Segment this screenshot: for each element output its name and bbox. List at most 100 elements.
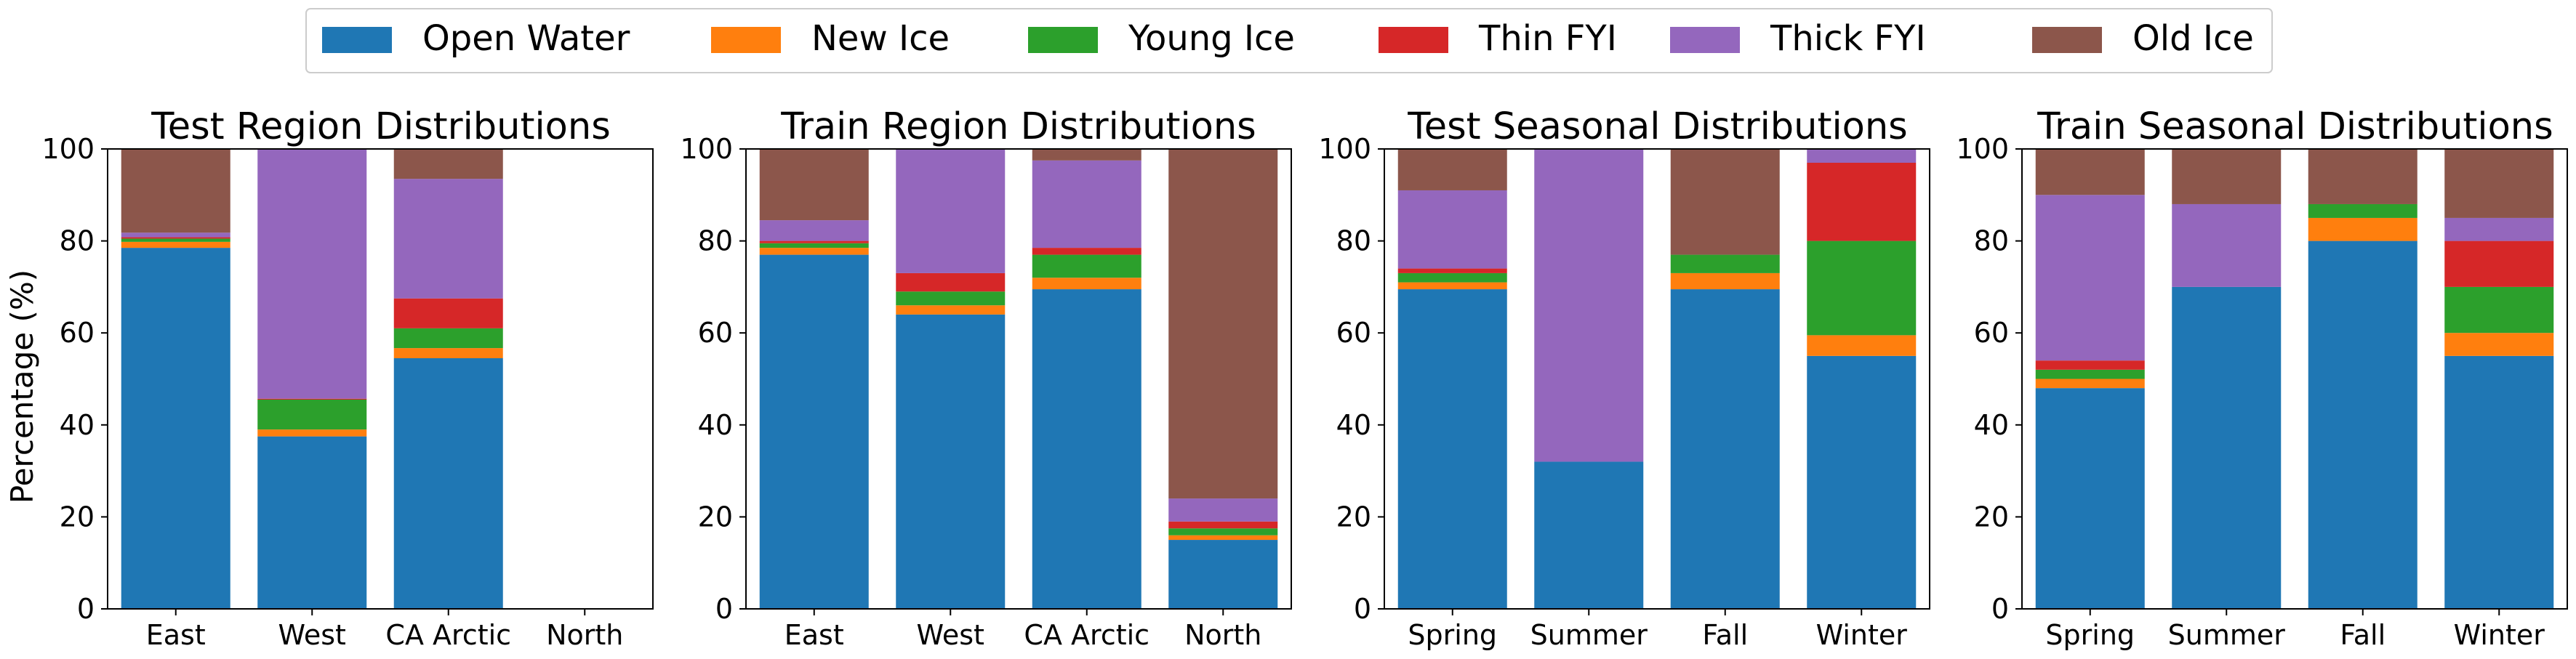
y-tick-label-80: 80 (1336, 225, 1371, 257)
bar-east-young-ice (759, 243, 869, 248)
bar-fall-young-ice (1670, 254, 1780, 273)
x-tick-label-fall: Fall (2340, 619, 2386, 651)
bar-summer-open-water (1534, 461, 1644, 609)
bar-spring-old-ice (2035, 149, 2145, 195)
bar-west-new-ice (896, 305, 1006, 315)
y-tick-label-100: 100 (1956, 133, 2009, 165)
x-tick-label-winter: Winter (1816, 619, 1908, 651)
legend-label-old-ice: Old Ice (2132, 18, 2254, 59)
bar-ca-arctic-open-water (393, 358, 503, 609)
bar-west-young-ice (896, 291, 1006, 306)
bar-spring-new-ice (2035, 379, 2145, 389)
y-tick-label-100: 100 (41, 133, 95, 165)
panel-test-region: Test Region Distributions East West CA Arc… (41, 105, 654, 651)
bar-winter-new-ice (1807, 335, 1917, 356)
y-tick-label-0: 0 (1991, 593, 2009, 625)
legend-swatch-open-water (322, 27, 392, 53)
bars (1397, 149, 1917, 609)
panel-title: Train Region Distributions (780, 105, 1256, 148)
bar-winter-young-ice (2444, 286, 2554, 333)
y-tick-label-20: 20 (1336, 501, 1371, 533)
x-tick-label-west: West (917, 619, 984, 651)
y-tick-label-60: 60 (698, 317, 733, 349)
y-tick-label-80: 80 (60, 225, 95, 257)
bar-west-new-ice (257, 429, 367, 437)
bar-ca-arctic-thin-fyi (1032, 248, 1141, 255)
bar-fall-open-water (1670, 289, 1780, 609)
x-tick-label-summer: Summer (2168, 619, 2286, 651)
bar-ca-arctic-thick-fyi (1032, 160, 1141, 248)
y-tick-label-100: 100 (1318, 133, 1371, 165)
bar-west-open-water (896, 314, 1006, 609)
bar-fall-new-ice (1670, 272, 1780, 290)
bar-north-new-ice (1168, 535, 1278, 541)
bar-spring-old-ice (1397, 149, 1507, 190)
y-tick-label-20: 20 (60, 501, 95, 533)
bar-ca-arctic-young-ice (393, 328, 503, 349)
panel-test-seasonal: Test Seasonal Distributions Spring Summer… (1318, 105, 1930, 651)
bars (759, 149, 1278, 609)
legend-swatch-new-ice (711, 27, 781, 53)
bar-winter-new-ice (2444, 333, 2554, 356)
bar-east-old-ice (759, 149, 869, 221)
bar-ca-arctic-old-ice (393, 149, 503, 179)
x-tick-label-north: North (546, 619, 623, 651)
panel-train-region: Train Region Distributions East West CA Ar… (680, 105, 1292, 651)
x-tick-label-east: East (785, 619, 844, 651)
bar-summer-thick-fyi (1534, 149, 1644, 462)
panel-title: Train Seasonal Distributions (2037, 105, 2553, 148)
y-tick-label-80: 80 (1974, 225, 2009, 257)
bar-ca-arctic-open-water (1032, 289, 1141, 609)
bar-north-open-water (1168, 540, 1278, 609)
bars (2035, 149, 2554, 609)
y-tick-label-60: 60 (1974, 317, 2009, 349)
bar-winter-thin-fyi (2444, 240, 2554, 287)
legend-label-open-water: Open Water (422, 18, 630, 59)
bar-winter-thick-fyi (1807, 149, 1917, 163)
bar-spring-open-water (2035, 388, 2145, 609)
x-tick-label-ca-arctic: CA Arctic (1024, 619, 1149, 651)
y-tick-label-0: 0 (715, 593, 733, 625)
bar-winter-thick-fyi (2444, 217, 2554, 241)
x-tick-label-spring: Spring (2045, 619, 2135, 651)
bar-east-thick-fyi (121, 233, 230, 238)
x-tick-label-summer: Summer (1530, 619, 1648, 651)
bar-winter-old-ice (2444, 149, 2554, 218)
bar-east-open-water (759, 254, 869, 609)
bar-ca-arctic-thick-fyi (393, 179, 503, 299)
y-tick-label-80: 80 (698, 225, 733, 257)
panel-train-seasonal: Train Seasonal Distributions Spring Summe… (1956, 105, 2568, 651)
y-tick-label-40: 40 (1336, 409, 1371, 441)
bar-winter-open-water (1807, 355, 1917, 609)
axes-frame (2021, 148, 2568, 610)
bar-west-thin-fyi (257, 398, 367, 400)
y-axis-label: Percentage (%) (4, 270, 40, 504)
bar-ca-arctic-young-ice (1032, 254, 1141, 278)
bar-fall-old-ice (1670, 149, 1780, 255)
legend-swatch-thin-fyi (1379, 27, 1448, 53)
bar-ca-arctic-old-ice (1032, 149, 1141, 161)
bar-summer-old-ice (2172, 149, 2282, 204)
bar-summer-thick-fyi (2172, 203, 2282, 287)
bar-fall-new-ice (2308, 217, 2417, 241)
y-tick-label-60: 60 (60, 317, 95, 349)
bar-ca-arctic-thin-fyi (393, 298, 503, 328)
bar-north-thick-fyi (1168, 498, 1278, 522)
x-tick-label-winter: Winter (2454, 619, 2545, 651)
bar-summer-open-water (2172, 286, 2282, 609)
bar-ca-arctic-new-ice (393, 348, 503, 359)
bar-winter-young-ice (1807, 240, 1917, 336)
legend-label-young-ice: Young Ice (1128, 18, 1295, 59)
y-tick-label-60: 60 (1336, 317, 1371, 349)
bar-fall-young-ice (2308, 203, 2417, 218)
panel-title: Test Seasonal Distributions (1407, 105, 1907, 148)
bar-spring-thick-fyi (1397, 190, 1507, 269)
bar-spring-open-water (1397, 289, 1507, 609)
bar-north-old-ice (1168, 149, 1278, 499)
bar-spring-thick-fyi (2035, 195, 2145, 361)
legend-swatch-thick-fyi (1670, 27, 1740, 53)
bar-spring-thin-fyi (1397, 268, 1507, 273)
bar-west-open-water (257, 436, 367, 610)
x-tick-label-west: West (278, 619, 346, 651)
